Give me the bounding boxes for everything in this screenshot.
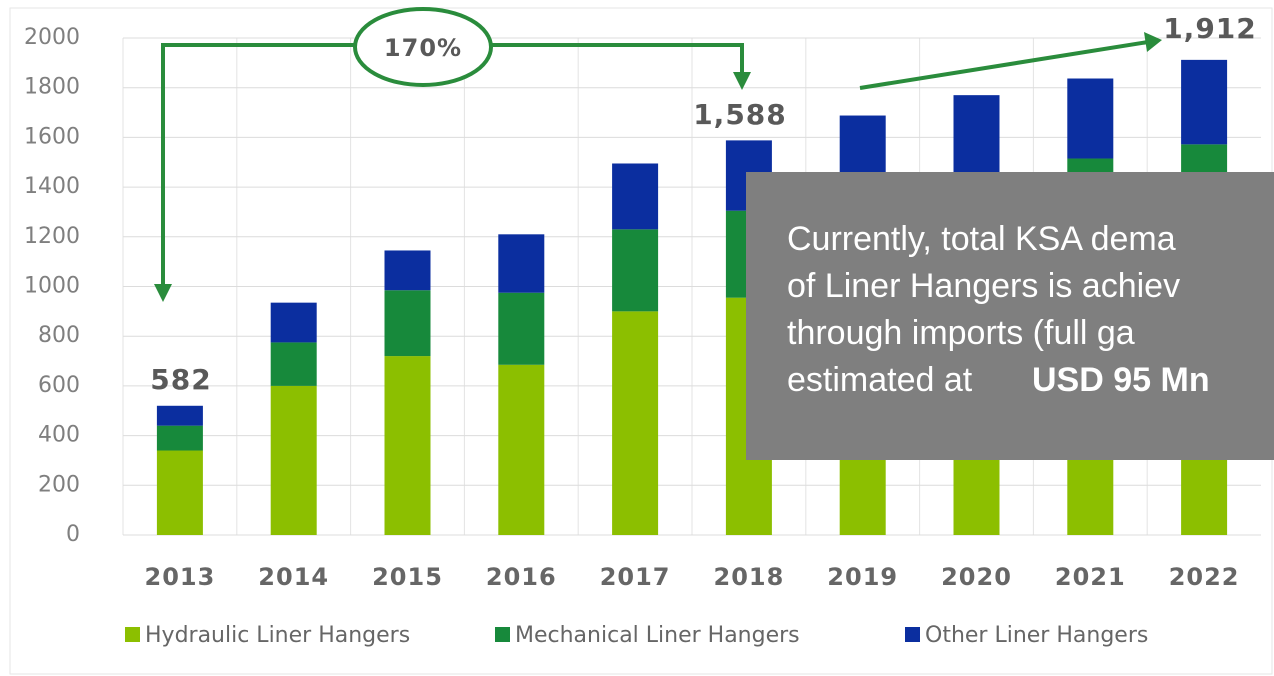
arrow-left: [161, 43, 356, 295]
arrows: [161, 7, 1149, 295]
x-tick-label: 2019: [827, 563, 898, 591]
legend-label: Hydraulic Liner Hangers: [145, 623, 410, 648]
y-tick-label: 1800: [24, 75, 80, 100]
x-tick-label: 2020: [941, 563, 1012, 591]
bar-segment: [612, 163, 659, 230]
bar-segment: [270, 342, 317, 386]
oval: [353, 7, 493, 87]
legend-label: Mechanical Liner Hangers: [515, 623, 800, 648]
bar-segment: [384, 356, 431, 535]
y-tick-label: 800: [38, 323, 80, 348]
legend: Hydraulic Liner Hangers Mechanical Liner …: [125, 623, 1148, 648]
arrowhead: [733, 72, 751, 90]
arrowhead: [154, 284, 172, 302]
x-tick-label: 2015: [372, 563, 443, 591]
annotation: 1,912: [1163, 12, 1257, 45]
bar-segment: [270, 302, 317, 343]
y-tick-label: 1600: [24, 124, 80, 149]
y-tick-label: 1200: [24, 224, 80, 249]
x-tick-label: 2022: [1169, 563, 1240, 591]
y-tick-label: 0: [66, 522, 80, 547]
bar-segment: [384, 290, 431, 357]
arrow-right: [490, 43, 744, 80]
x-tick-label: 2014: [258, 563, 329, 591]
note-box: [746, 172, 1274, 460]
bar-segment: [612, 311, 659, 535]
note-line: USD 95 Mn: [1032, 361, 1210, 399]
note-line: Currently, total KSA dema: [787, 220, 1176, 258]
annotation: 170%: [384, 34, 462, 62]
bar-segment: [156, 425, 203, 451]
arrow-growth: [859, 40, 1149, 90]
annotation: 582: [150, 363, 211, 396]
legend-swatch: [125, 627, 140, 642]
bar-segment: [156, 450, 203, 535]
x-tick-label: 2021: [1055, 563, 1126, 591]
annotation: 1,588: [693, 98, 787, 131]
x-tick-label: 2017: [600, 563, 671, 591]
bar-segment: [612, 229, 659, 312]
arrowhead: [1144, 32, 1162, 52]
note-line: of Liner Hangers is achiev: [787, 267, 1180, 305]
note-line: through imports (full ga: [787, 314, 1135, 352]
bar-segment: [498, 292, 545, 365]
bar-segment: [1181, 59, 1228, 145]
x-tick-label: 2018: [714, 563, 785, 591]
bar-segment: [270, 385, 317, 535]
bar-segment: [384, 250, 431, 291]
y-tick-label: 1400: [24, 174, 80, 199]
note-line: estimated at: [787, 361, 973, 399]
legend-swatch: [495, 627, 510, 642]
x-tick-label: 2016: [486, 563, 557, 591]
bar-segment: [1067, 78, 1114, 159]
arrowheads: [154, 32, 1162, 302]
legend-label: Other Liner Hangers: [925, 623, 1148, 648]
bar-segment: [953, 95, 1000, 173]
x-tick-label: 2013: [145, 563, 216, 591]
bar-segment: [498, 364, 545, 535]
y-tick-label: 2000: [24, 25, 80, 50]
y-tick-label: 1000: [24, 274, 80, 299]
y-tick-label: 200: [38, 472, 80, 497]
y-tick-label: 400: [38, 423, 80, 448]
legend-swatch: [905, 627, 920, 642]
bar-segment: [156, 405, 203, 426]
bar-segment: [498, 234, 545, 293]
y-tick-label: 600: [38, 373, 80, 398]
